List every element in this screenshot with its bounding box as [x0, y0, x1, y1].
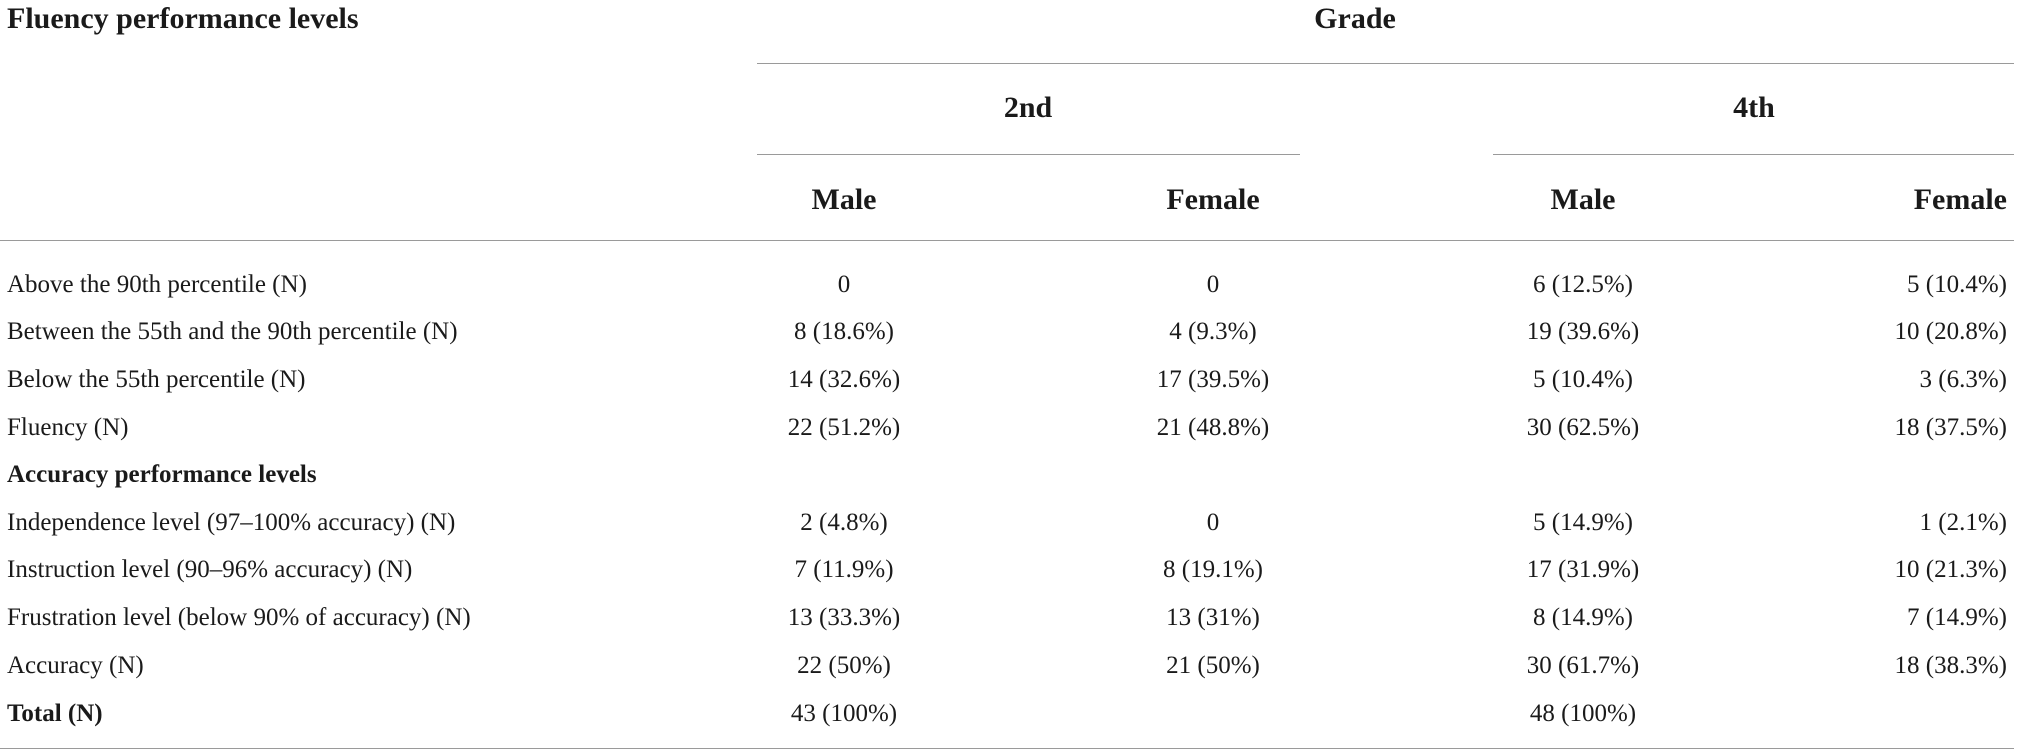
row-label: Below the 55th percentile (N) [7, 366, 306, 393]
cell-2nd-male: 13 (33.3%) [787, 604, 901, 631]
cell-2nd-male: 22 (51.2%) [787, 414, 901, 441]
grade-header-rule [757, 63, 2014, 64]
col-2nd-female-header: Female [1166, 183, 1260, 216]
cell-4th-female: 7 (14.9%) [1907, 604, 2007, 631]
cell-2nd-male: 0 [837, 271, 851, 298]
cell-2nd-female: 17 (39.5%) [1156, 366, 1270, 393]
row-label: Total (N) [7, 700, 103, 727]
grade-2nd-header: 2nd [1003, 91, 1053, 124]
cell-4th-female: 18 (38.3%) [1894, 652, 2007, 679]
cell-2nd-female: 21 (50%) [1166, 652, 1260, 679]
cell-2nd-male: 7 (11.9%) [794, 556, 894, 583]
grade-header: Grade [1314, 2, 1396, 35]
row-label: Frustration level (below 90% of accuracy… [7, 604, 471, 631]
cell-2nd-female: 13 (31%) [1166, 604, 1260, 631]
row-label: Independence level (97–100% accuracy) (N… [7, 509, 456, 536]
cell-2nd-female: 0 [1206, 271, 1220, 298]
grade-4th-rule [1493, 154, 2014, 155]
section-heading: Accuracy performance levels [7, 461, 317, 488]
col-2nd-male-header: Male [811, 183, 877, 216]
cell-4th-male: 6 (12.5%) [1533, 271, 1633, 298]
row-label: Between the 55th and the 90th percentile… [7, 318, 458, 345]
cell-2nd-female: 21 (48.8%) [1156, 414, 1270, 441]
cell-2nd-male: 8 (18.6%) [794, 318, 894, 345]
cell-4th-male: 5 (14.9%) [1533, 509, 1633, 536]
corner-header: Fluency performance levels [7, 2, 359, 35]
cell-2nd-male: 22 (50%) [797, 652, 891, 679]
cell-4th-male: 19 (39.6%) [1526, 318, 1640, 345]
cell-2nd-male: 2 (4.8%) [800, 509, 888, 536]
row-label: Accuracy (N) [7, 652, 144, 679]
cell-4th-male: 5 (10.4%) [1533, 366, 1633, 393]
cell-4th-female: 10 (21.3%) [1894, 556, 2007, 583]
grade-4th-header: 4th [1733, 91, 1775, 124]
cell-4th-total: 48 (100%) [1529, 700, 1637, 727]
row-label: Above the 90th percentile (N) [7, 271, 307, 298]
header-bottom-rule [0, 240, 2014, 241]
cell-4th-female: 10 (20.8%) [1894, 318, 2007, 345]
table-bottom-rule [0, 748, 2014, 749]
cell-4th-male: 8 (14.9%) [1533, 604, 1633, 631]
cell-2nd-male: 14 (32.6%) [787, 366, 901, 393]
col-4th-female-header: Female [1913, 183, 2007, 216]
cell-4th-female: 18 (37.5%) [1894, 414, 2007, 441]
cell-2nd-total: 43 (100%) [790, 700, 898, 727]
cell-4th-male: 30 (62.5%) [1526, 414, 1640, 441]
cell-2nd-female: 4 (9.3%) [1169, 318, 1257, 345]
cell-4th-male: 30 (61.7%) [1526, 652, 1640, 679]
row-label: Instruction level (90–96% accuracy) (N) [7, 556, 413, 583]
col-4th-male-header: Male [1550, 183, 1616, 216]
cell-2nd-female: 8 (19.1%) [1163, 556, 1263, 583]
cell-4th-female: 1 (2.1%) [1919, 509, 2007, 536]
grade-2nd-rule [757, 154, 1300, 155]
row-label: Fluency (N) [7, 414, 129, 441]
cell-2nd-female: 0 [1206, 509, 1220, 536]
cell-4th-female: 5 (10.4%) [1907, 271, 2007, 298]
cell-4th-male: 17 (31.9%) [1526, 556, 1640, 583]
cell-4th-female: 3 (6.3%) [1919, 366, 2007, 393]
